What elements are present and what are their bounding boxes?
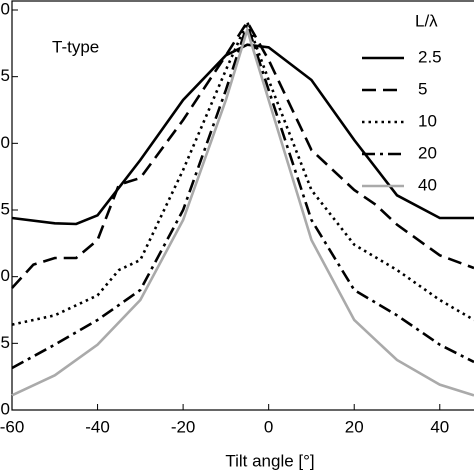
series-line [11,20,474,370]
y-tick-label: 0 [1,399,10,418]
x-tick-label: -40 [85,417,110,436]
y-tick-label: 0 [1,266,10,285]
legend-label: 2.5 [418,47,442,66]
y-tick-label: 0 [1,133,10,152]
legend-label: 40 [418,175,437,194]
series-line [11,18,474,326]
x-tick-label: -20 [171,417,196,436]
legend-label: 5 [418,79,427,98]
legend-label: 20 [418,143,437,162]
annotation: T-type [52,37,99,56]
y-tick-label: 5 [1,199,10,218]
series-line [11,25,474,397]
y-tick-label: 5 [1,66,10,85]
plot-frame [11,0,474,411]
x-tick-label: 0 [264,417,273,436]
x-tick-label: 20 [345,417,364,436]
legend-title: L/λ [415,11,438,30]
legend-label: 10 [418,111,437,130]
y-tick-label: 5 [1,333,10,352]
series-line [11,43,474,226]
x-tick-label: -60 [0,417,24,436]
x-axis-label: Tilt angle [°] [225,451,314,470]
series-line [11,19,474,289]
y-tick-label: 0 [1,0,10,18]
x-tick-label: 40 [430,417,449,436]
